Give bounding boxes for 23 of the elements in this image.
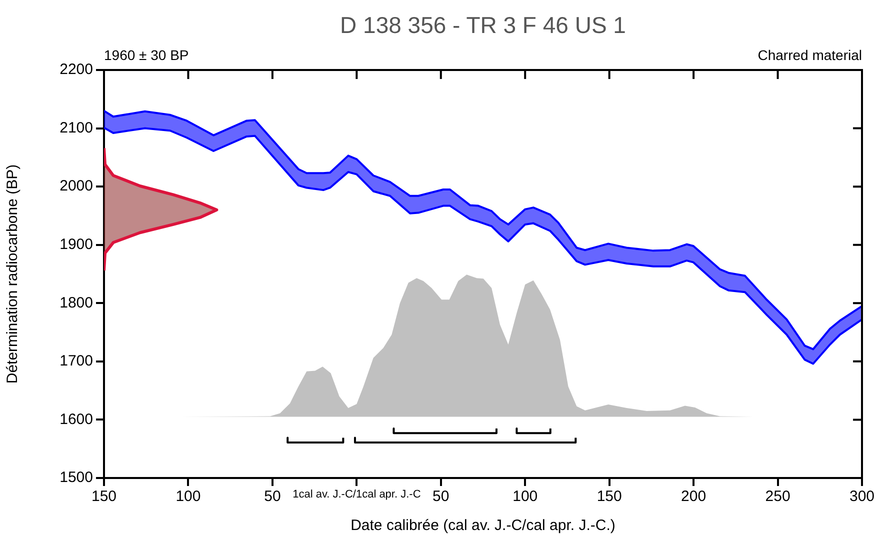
y-tick-label: 1500 — [60, 469, 93, 486]
x-tick-label: 150 — [91, 488, 117, 506]
x-tick-label: 100 — [512, 488, 538, 506]
x-tick-label: 50 — [432, 488, 450, 506]
y-tick-label: 2200 — [60, 61, 93, 78]
x-tick-label: 200 — [681, 488, 706, 506]
y-tick-label: 2100 — [60, 119, 93, 136]
text: 1960 ± 30 BP — [104, 47, 189, 63]
y-tick-label: 1900 — [60, 236, 93, 253]
x-tick-label: 1cal av. J.-C/1cal apr. J.-C — [292, 488, 421, 501]
y-tick-label: 2000 — [60, 178, 93, 195]
x-tick-label: 300 — [849, 488, 875, 506]
chart-title: D 138 356 - TR 3 F 46 US 1 — [340, 12, 626, 38]
y-axis-title: Détermination radiocarbone (BP) — [4, 164, 22, 384]
y-tick-label: 1600 — [60, 410, 93, 428]
x-tick-label: 50 — [264, 488, 281, 506]
x-axis-title: Date calibrée (cal av. J.-C/cal apr. J.-C.) — [350, 517, 616, 534]
x-tick-label: 150 — [596, 488, 622, 506]
y-tick-label: 1800 — [60, 294, 93, 312]
text: Charred material — [758, 47, 862, 63]
x-tick-label: 250 — [765, 488, 790, 506]
y-tick-label: 1700 — [60, 352, 93, 370]
x-tick-label: 100 — [176, 488, 201, 506]
